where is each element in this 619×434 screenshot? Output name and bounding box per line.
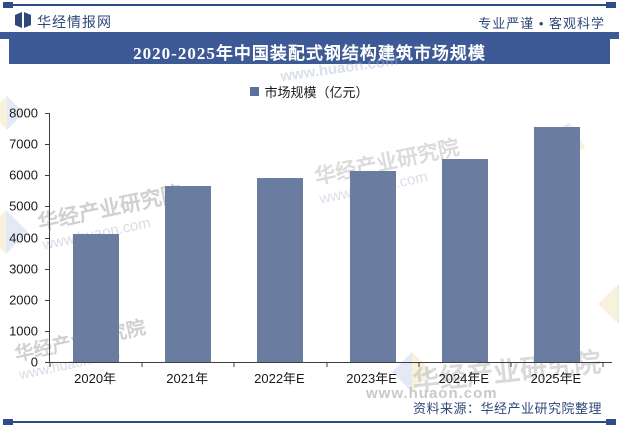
bar-2024年E[interactable] — [441, 158, 488, 362]
line-endcap — [606, 2, 616, 8]
legend: 市场规模（亿元） — [0, 82, 619, 101]
y-tick-label: 0 — [30, 354, 38, 370]
brand-logo-icon — [15, 12, 31, 28]
y-axis-tick — [45, 144, 50, 146]
legend-marker — [250, 87, 260, 96]
plot-area — [45, 113, 604, 367]
bottom-border-line — [3, 419, 616, 425]
bar-2020年[interactable] — [73, 234, 120, 362]
line-endcap — [3, 419, 13, 425]
y-tick-label: 4000 — [9, 230, 38, 245]
bar-group — [419, 113, 511, 362]
source-note: 资料来源：华经产业研究院整理 — [412, 401, 602, 416]
y-axis-tick — [45, 268, 50, 270]
x-tick-label: 2022年E — [254, 371, 305, 386]
x-tick-label: 2025年E — [530, 371, 582, 386]
y-axis-tick — [45, 362, 50, 363]
line-endcap — [606, 419, 616, 425]
bar-group — [50, 113, 142, 362]
header-tagline: 专业严谨 • 客观科学 — [478, 16, 605, 31]
bars-row — [50, 113, 603, 362]
y-tick-label: 3000 — [9, 261, 38, 277]
y-tick-label: 2000 — [9, 292, 38, 308]
x-axis-tick — [141, 362, 143, 367]
x-tick-label: 2021年 — [166, 371, 209, 386]
x-axis-labels: 2020年 2021年 2022年E 2023年E 2024年E 2025年E — [49, 368, 602, 387]
x-axis-tick — [510, 362, 512, 367]
bar-2022年E[interactable] — [257, 178, 304, 362]
bar-group — [327, 113, 419, 362]
y-tick-label: 5000 — [9, 198, 38, 214]
bar-2021年[interactable] — [165, 186, 212, 362]
y-tick-label: 7000 — [9, 136, 38, 152]
header-band — [0, 32, 619, 39]
title-banner: 2020-2025年中国装配式钢结构建筑市场规模 — [9, 38, 610, 64]
bar-2025年E[interactable] — [533, 127, 580, 362]
x-axis-line — [49, 362, 612, 363]
x-tick-label: 2023年E — [346, 371, 397, 386]
y-axis-tick — [45, 113, 50, 114]
y-tick-label: 6000 — [9, 167, 38, 183]
y-tick-label: 8000 — [9, 105, 38, 121]
y-axis-tick — [45, 175, 50, 177]
line-endcap — [3, 2, 13, 8]
x-axis-tick — [49, 362, 51, 367]
y-axis-tick — [45, 299, 50, 301]
x-tick-label: 2020年 — [74, 371, 117, 386]
bar-2023年E[interactable] — [349, 170, 396, 362]
y-axis-tick — [45, 330, 50, 332]
y-axis-tick — [45, 237, 50, 239]
y-axis-tick — [45, 206, 50, 208]
x-axis-tick — [233, 362, 235, 367]
x-axis-tick — [602, 362, 604, 367]
brand-name: 华经情报网 — [37, 14, 112, 30]
x-axis-tick — [326, 362, 327, 367]
legend-label: 市场规模（亿元） — [264, 85, 369, 100]
x-tick-label: 2024年E — [438, 371, 490, 386]
y-tick-label: 1000 — [9, 323, 38, 339]
bar-group — [511, 113, 603, 362]
bar-group — [142, 113, 234, 362]
bar-group — [234, 113, 326, 362]
chart-title: 2020-2025年中国装配式钢结构建筑市场规模 — [133, 43, 486, 63]
y-axis-labels: 8000 7000 6000 5000 4000 3000 2000 1000 0 — [0, 106, 40, 370]
top-border-line — [3, 2, 616, 8]
